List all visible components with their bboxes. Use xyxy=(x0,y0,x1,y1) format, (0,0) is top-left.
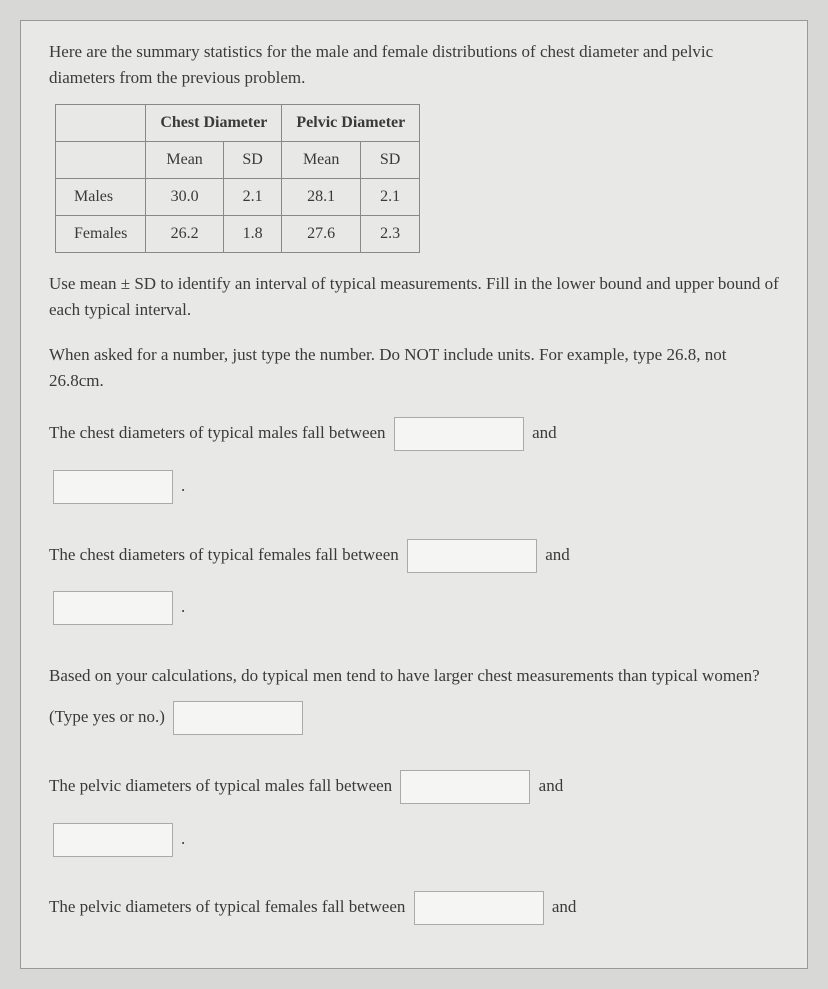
col-group-chest: Chest Diameter xyxy=(146,105,282,142)
stats-table: Chest Diameter Pelvic Diameter Mean SD M… xyxy=(55,104,420,253)
and-label: and xyxy=(532,423,557,442)
period: . xyxy=(181,597,185,616)
cell: 2.1 xyxy=(360,179,419,216)
and-label: and xyxy=(552,897,577,916)
female-chest-upper-input[interactable] xyxy=(53,591,173,625)
cell: 2.3 xyxy=(360,216,419,253)
instructions-1: Use mean ± SD to identify an interval of… xyxy=(49,271,779,322)
cell: 28.1 xyxy=(282,179,361,216)
col-chest-mean: Mean xyxy=(146,142,224,179)
male-pelvic-upper-input[interactable] xyxy=(53,823,173,857)
and-label: and xyxy=(539,776,564,795)
period: . xyxy=(181,476,185,495)
intro-text: Here are the summary statistics for the … xyxy=(49,39,779,90)
q-female-chest-text: The chest diameters of typical females f… xyxy=(49,545,399,564)
q-female-pelvic-text: The pelvic diameters of typical females … xyxy=(49,897,405,916)
male-chest-lower-input[interactable] xyxy=(394,417,524,451)
empty-corner xyxy=(56,105,146,142)
period: . xyxy=(181,829,185,848)
q-compare: Based on your calculations, do typical m… xyxy=(49,656,779,738)
cell: 1.8 xyxy=(223,216,282,253)
cell: 30.0 xyxy=(146,179,224,216)
q-male-pelvic-text: The pelvic diameters of typical males fa… xyxy=(49,776,392,795)
instructions-2: When asked for a number, just type the n… xyxy=(49,342,779,393)
female-chest-lower-input[interactable] xyxy=(407,539,537,573)
row-label-females: Females xyxy=(56,216,146,253)
q-compare-text: Based on your calculations, do typical m… xyxy=(49,666,760,726)
empty-sub xyxy=(56,142,146,179)
female-pelvic-lower-input[interactable] xyxy=(414,891,544,925)
col-pelvic-mean: Mean xyxy=(282,142,361,179)
table-row: Females 26.2 1.8 27.6 2.3 xyxy=(56,216,420,253)
col-group-pelvic: Pelvic Diameter xyxy=(282,105,420,142)
q-male-chest-text: The chest diameters of typical males fal… xyxy=(49,423,386,442)
male-pelvic-lower-input[interactable] xyxy=(400,770,530,804)
q-female-pelvic: The pelvic diameters of typical females … xyxy=(49,887,779,928)
compare-yesno-input[interactable] xyxy=(173,701,303,735)
col-chest-sd: SD xyxy=(223,142,282,179)
and-label: and xyxy=(545,545,570,564)
cell: 2.1 xyxy=(223,179,282,216)
male-chest-upper-input[interactable] xyxy=(53,470,173,504)
col-pelvic-sd: SD xyxy=(360,142,419,179)
q-male-chest: The chest diameters of typical males fal… xyxy=(49,413,779,507)
q-male-pelvic: The pelvic diameters of typical males fa… xyxy=(49,766,779,860)
worksheet-page: Here are the summary statistics for the … xyxy=(20,20,808,969)
row-label-males: Males xyxy=(56,179,146,216)
cell: 27.6 xyxy=(282,216,361,253)
q-female-chest: The chest diameters of typical females f… xyxy=(49,535,779,629)
table-row: Males 30.0 2.1 28.1 2.1 xyxy=(56,179,420,216)
cell: 26.2 xyxy=(146,216,224,253)
